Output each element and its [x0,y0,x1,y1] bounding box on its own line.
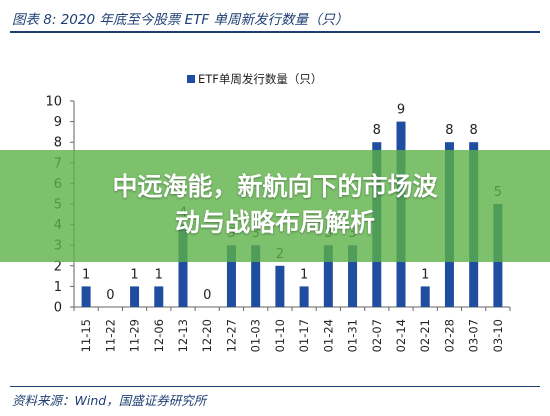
y-tick-label: 2 [54,259,62,274]
x-tick-label: 11-22 [103,319,117,352]
bar-value-label: 1 [421,267,429,282]
banner-headline-line-1: 中远海能，新航向下的市场波 [112,172,438,201]
y-tick-label: 10 [45,95,62,110]
x-tick-label: 01-03 [249,319,263,352]
bar [420,286,430,307]
banner-headline-line-2: 动与战略布局解析 [174,208,375,237]
x-tick-label: 01-31 [346,319,360,352]
x-tick-label: 02-28 [442,319,456,352]
legend-swatch [187,75,195,83]
bar [323,245,333,307]
bar-value-label: 1 [300,267,308,282]
bar-value-label: 9 [397,103,405,118]
x-tick-label: 02-21 [418,319,432,352]
bar [348,245,358,307]
x-tick-label: 11-15 [79,319,93,352]
x-tick-label: 12-06 [152,319,166,352]
y-tick-label: 8 [54,136,62,151]
bar [178,224,188,307]
x-tick-label: 02-07 [370,319,384,352]
bar [130,286,140,307]
legend-label: ETF单周发行数量（只） [198,72,322,86]
bar-value-label: 1 [155,267,163,282]
x-tick-label: 02-14 [394,319,408,352]
bar-value-label: 0 [106,288,114,303]
x-axis: 11-15 11-22 11-29 12-06 12-13 12-20 12-27 01-03… [73,306,511,352]
x-tick-label: 01-24 [321,319,335,352]
x-tick-label: 12-13 [176,319,190,352]
bar [299,286,309,307]
bar-value-label: 0 [203,288,211,303]
bar [275,265,285,307]
source-divider [10,386,540,387]
x-tick-label: 01-10 [273,319,287,352]
x-tick-label: 01-17 [297,319,311,352]
title-divider [10,31,540,33]
bar [251,245,261,307]
y-tick-label: 9 [54,115,62,130]
y-tick-label: 1 [54,280,62,295]
bar [154,286,164,307]
bar [226,245,236,307]
bar-value-label: 1 [82,267,90,282]
x-tick-label: 12-20 [200,319,214,352]
bar-value-label: 1 [130,267,138,282]
y-tick-label: 0 [54,301,62,316]
bar [81,286,91,307]
x-tick-label: 03-10 [491,319,505,352]
bar-value-label: 8 [445,123,453,138]
x-tick-label: 11-29 [128,319,142,352]
x-tick-label: 12-27 [224,319,238,352]
bar-value-label: 8 [373,123,381,138]
overlay-banner: 中远海能，新航向下的市场波 动与战略布局解析 [0,150,550,262]
legend: ETF单周发行数量（只） [187,72,322,86]
bar-value-label: 8 [470,123,478,138]
source-note: 资料来源：Wind，国盛证券研究所 [12,393,207,408]
figure-title: 图表 8: 2020 年底至今股票 ETF 单周新发行数量（只） [12,12,349,28]
x-tick-label: 03-07 [467,319,481,352]
